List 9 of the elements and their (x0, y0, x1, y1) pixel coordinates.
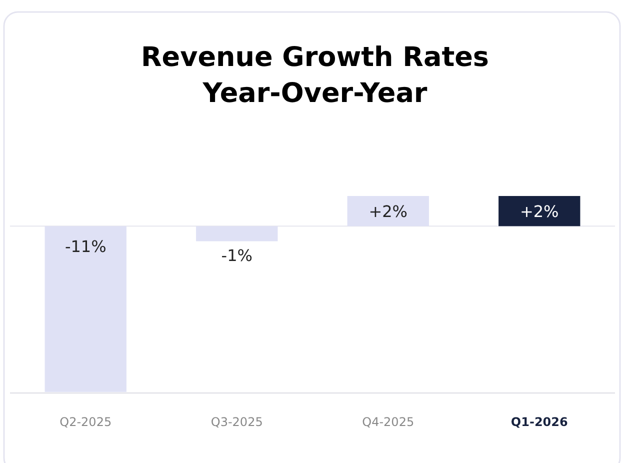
data-label: -11% (64, 237, 106, 256)
x-tick-label: Q1-2026 (510, 415, 568, 429)
data-label: +2% (368, 202, 408, 222)
data-label: -1% (221, 246, 252, 266)
data-label: +2% (520, 202, 559, 222)
chart-title: Revenue Growth Rates Year-Over-Year (141, 42, 489, 109)
x-tick-label: Q3-2025 (210, 415, 263, 429)
x-tick-label: Q4-2025 (362, 415, 414, 429)
x-tick-label: Q2-2025 (60, 415, 112, 429)
